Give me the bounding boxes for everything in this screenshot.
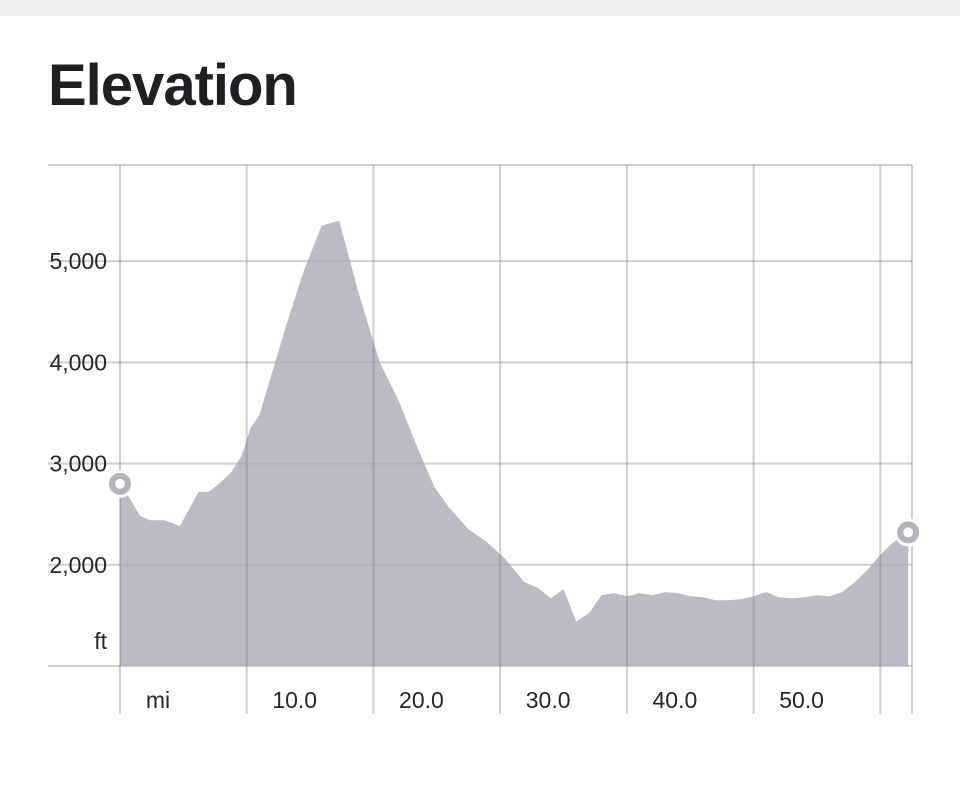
chart-markers xyxy=(106,469,923,547)
top-bar xyxy=(0,0,960,16)
chart-grid-overlay xyxy=(119,165,913,714)
x-tick-label: 40.0 xyxy=(652,687,697,713)
y-axis-label: ft xyxy=(94,628,107,654)
chart-labels: 2,000 3,000 4,000 5,000 ft 10.0 20.0 30.0 40.0 50… xyxy=(49,248,824,713)
y-tick-label: 3,000 xyxy=(49,451,107,477)
start-marker xyxy=(109,472,131,495)
x-tick-label: 20.0 xyxy=(399,687,444,713)
x-tick-label: 50.0 xyxy=(779,687,824,713)
end-marker xyxy=(897,521,920,544)
y-tick-label: 2,000 xyxy=(49,552,107,578)
x-tick-label: 30.0 xyxy=(526,687,571,713)
page-title: Elevation xyxy=(48,53,298,118)
x-tick-label: 10.0 xyxy=(272,687,317,713)
x-axis-label: mi xyxy=(146,687,170,713)
y-tick-label: 5,000 xyxy=(49,248,107,274)
y-tick-label: 4,000 xyxy=(49,349,107,375)
elevation-area xyxy=(120,220,909,666)
